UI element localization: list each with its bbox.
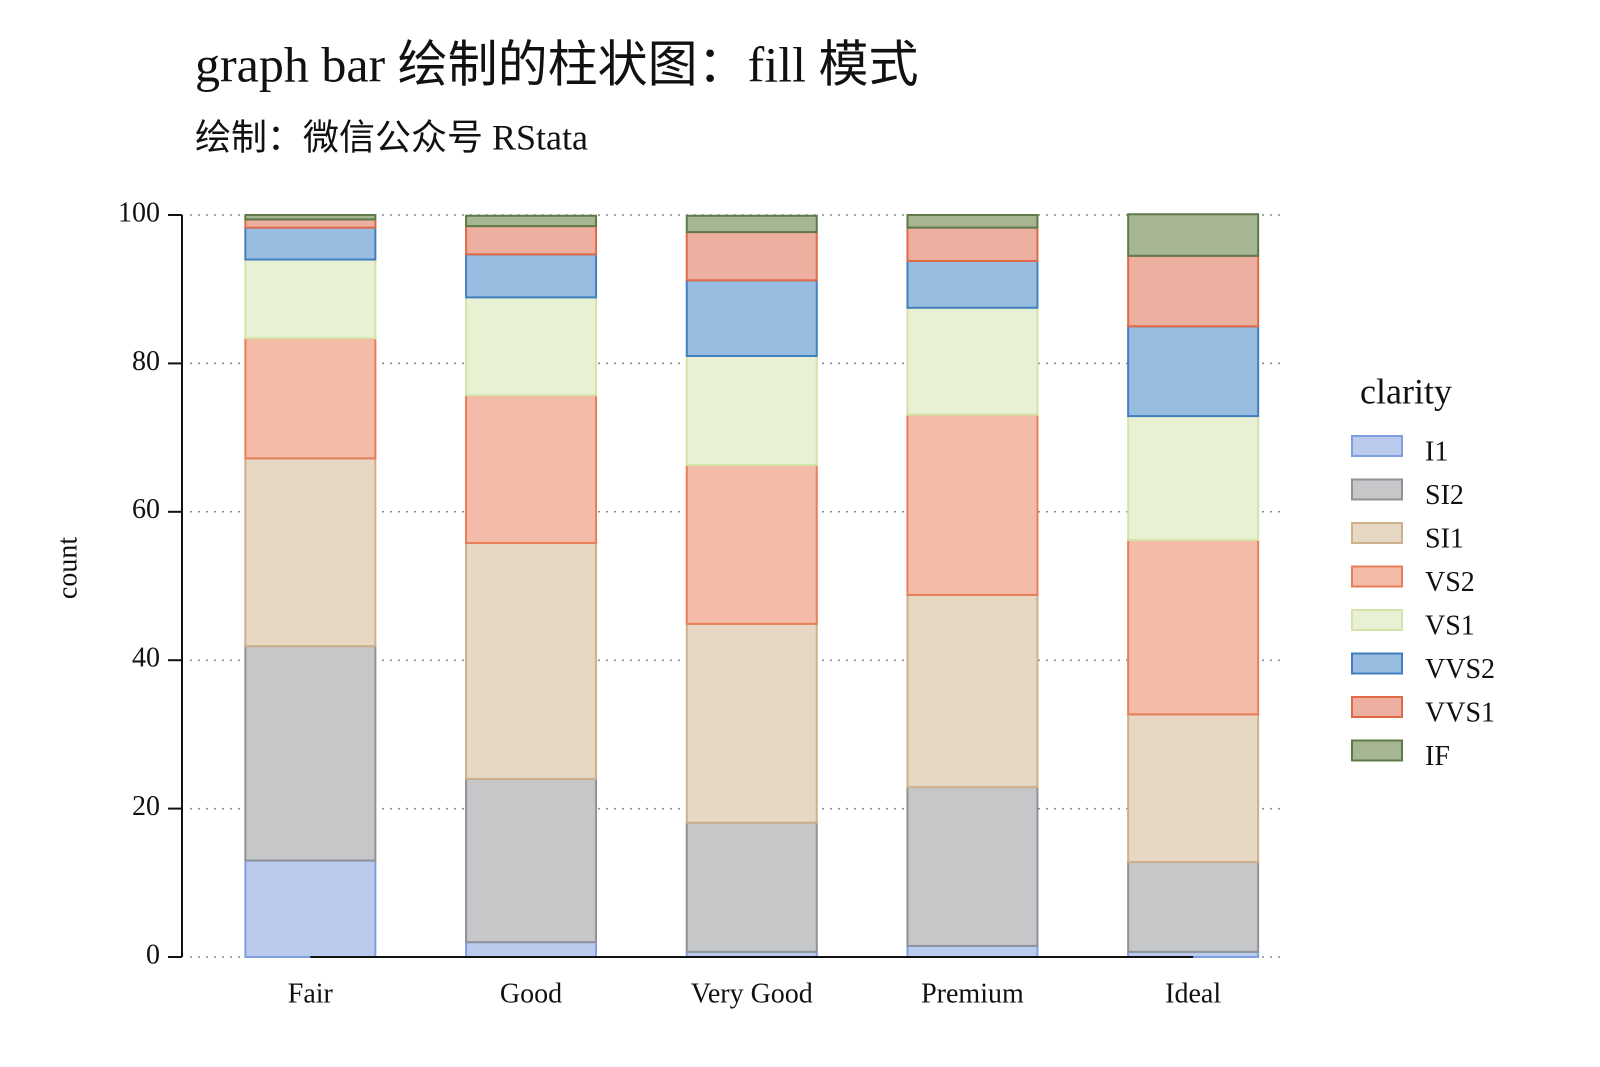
bar-segment [685, 354, 818, 467]
y-tick-label: 0 [146, 939, 160, 970]
legend-swatch [1351, 435, 1403, 457]
bar-segment [244, 226, 377, 261]
x-tick-label: Fair [288, 978, 334, 1009]
bar-segment [465, 941, 598, 958]
bar-segment [906, 413, 1039, 596]
bar-segment [465, 394, 598, 544]
legend-swatch [1351, 478, 1403, 501]
y-tick-label: 60 [132, 494, 160, 525]
bar-segment [244, 258, 377, 340]
bar-segment [685, 622, 818, 824]
legend-label: SI2 [1425, 480, 1464, 511]
bar-segment [906, 944, 1039, 958]
legend-swatch [1351, 739, 1403, 762]
bar-segment [685, 821, 818, 953]
chart-subtitle: 绘制：微信公众号 RStata [195, 117, 588, 157]
x-tick-label: Premium [921, 978, 1024, 1009]
legend-swatch [1351, 652, 1403, 675]
y-tick-label: 20 [132, 791, 160, 822]
bar-segment [906, 260, 1039, 309]
legend-swatch [1351, 565, 1403, 588]
legend-swatch [1351, 522, 1403, 544]
bar-segment [906, 786, 1039, 947]
legend-title: clarity [1360, 371, 1452, 411]
bar-segment [465, 214, 598, 228]
bar-segment [906, 306, 1039, 416]
legend-label: VVS2 [1425, 654, 1495, 685]
bar-segment [465, 253, 598, 299]
legend-swatch [1351, 696, 1403, 718]
bar-segment [1127, 538, 1260, 716]
legend-label: IF [1425, 741, 1450, 772]
bar-segment [1127, 415, 1260, 541]
y-tick-label: 100 [118, 197, 160, 228]
bar-segment [244, 457, 377, 648]
bar-segment [685, 279, 818, 357]
y-axis-label: count [52, 537, 83, 599]
legend-label: SI1 [1425, 523, 1464, 554]
legend-label: VVS1 [1425, 697, 1495, 728]
bar-segment [1127, 254, 1260, 328]
x-tick-label: Good [500, 978, 562, 1009]
chart-title: graph bar 绘制的柱状图：fill 模式 [195, 36, 919, 92]
y-tick-label: 40 [132, 643, 160, 674]
bar-segment [906, 214, 1039, 229]
bar-segment [906, 593, 1039, 789]
bar-segment [1127, 213, 1260, 257]
bar-segment [1127, 713, 1260, 864]
x-tick-label: Very Good [691, 978, 813, 1009]
legend-label: VS2 [1425, 567, 1475, 598]
bar-segment [906, 226, 1039, 263]
legend-label: I1 [1425, 436, 1448, 467]
bar-segment [1127, 861, 1260, 953]
legend-label: VS1 [1425, 610, 1475, 641]
bar-segment [685, 214, 818, 234]
bar-segment [465, 225, 598, 256]
x-tick-label: Ideal [1165, 978, 1221, 1009]
bar-segment [465, 541, 598, 780]
bar-segment [465, 777, 598, 944]
bar-segment [1127, 325, 1260, 418]
bar-segment [465, 296, 598, 397]
bar-segment [685, 464, 818, 625]
bar-segment [244, 337, 377, 460]
bar-segment [685, 231, 818, 282]
bar-segment [244, 214, 377, 221]
bar-segment [244, 859, 377, 958]
y-tick-label: 80 [132, 346, 160, 377]
legend-swatch [1351, 609, 1403, 631]
bar-segment [244, 218, 377, 229]
bar-segment [244, 645, 377, 862]
